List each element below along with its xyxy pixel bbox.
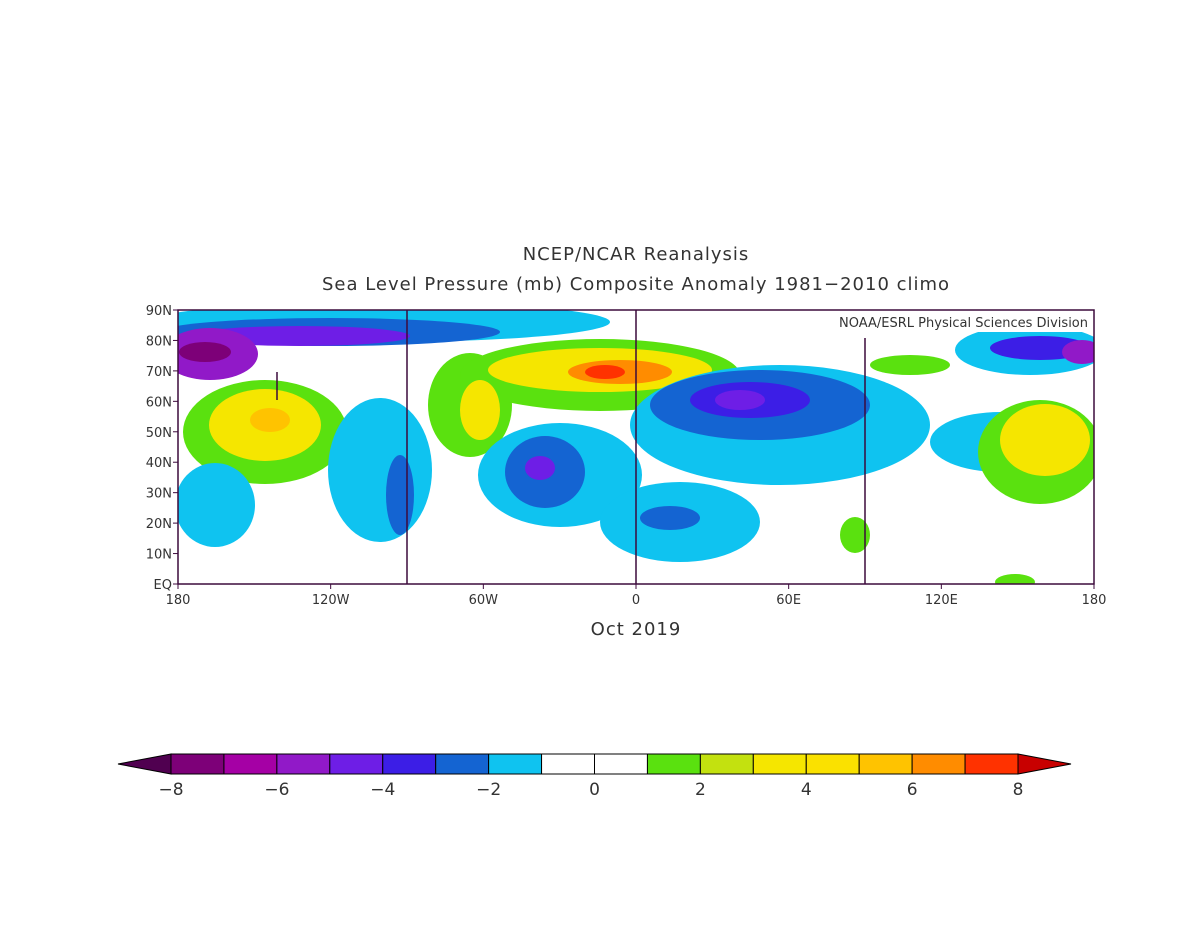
contour-region [715,390,765,410]
x-label: Oct 2019 [591,619,682,640]
colorbar-label: −2 [476,780,501,800]
x-tick-label: 180 [166,593,191,608]
contour-region [179,342,231,362]
colorbar-arrow [117,753,172,775]
colorbar-box [752,753,807,775]
contour-region [525,456,555,480]
colorbar-box [858,753,913,775]
colorbar-box [488,753,543,775]
colorbar-box [805,753,860,775]
y-tick-label: 10N [146,548,172,563]
colorbar-label: 8 [1013,780,1024,800]
colorbar-label: −6 [264,780,289,800]
panel-lines [276,310,866,584]
x-tick-label: 180 [1082,593,1107,608]
colorbar-box [276,753,331,775]
x-tick-label: 60W [469,593,499,608]
y-tick-label: EQ [154,578,172,593]
contour-region [460,380,500,440]
colorbar-box [223,753,278,775]
colorbar-box [911,753,966,775]
colorbar-box [382,753,437,775]
anomaly-field [178,310,1094,584]
contour-region [870,355,950,375]
contour-region [250,408,290,432]
y-tick-label: 40N [146,456,172,471]
subtitle: Sea Level Pressure (mb) Composite Anomal… [322,274,950,295]
colorbar-label: 4 [801,780,812,800]
colorbar-label: −4 [370,780,395,800]
colorbar-label: 6 [907,780,918,800]
y-tick-label: 60N [146,395,172,410]
contour-region [640,506,700,530]
colorbar-box [646,753,701,775]
colorbar-box [329,753,384,775]
colorbar-label: −8 [158,780,183,800]
x-tick-label: 60E [776,593,801,608]
y-tick-label: 20N [146,517,172,532]
colorbar-arrow [1017,753,1072,775]
y-tick-label: 90N [146,304,172,319]
colorbar-label: 2 [695,780,706,800]
x-tick-label: 120W [312,593,350,608]
contour-region [585,365,625,379]
colorbar-box [964,753,1019,775]
title: NCEP/NCAR Reanalysis [523,244,750,265]
contour-region [1062,340,1094,364]
y-tick-label: 50N [146,426,172,441]
credit: NOAA/ESRL Physical Sciences Division [839,316,1088,331]
contour-region [840,517,870,553]
contour-region [328,398,432,542]
x-tick-label: 0 [632,593,640,608]
colorbar-box [435,753,490,775]
contour-region [178,463,255,547]
contour-region [386,455,414,535]
credit-box [758,312,1092,332]
colorbar-box [699,753,754,775]
contour-region [995,574,1035,584]
colorbar: −8 −6 −4 −2 0 2 4 6 8 [117,753,1072,800]
y-tick-label: 80N [146,334,172,349]
colorbar-box [170,753,225,775]
contour-region [1000,404,1090,476]
colorbar-label: 0 [589,780,600,800]
colorbar-box [594,753,648,775]
y-tick-label: 70N [146,365,172,380]
colorbar-box [541,753,595,775]
y-tick-label: 30N [146,487,172,502]
x-tick-label: 120E [925,593,958,608]
